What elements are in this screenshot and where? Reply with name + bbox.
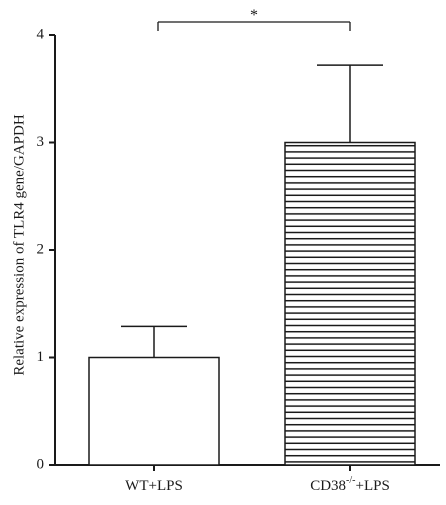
category-label-superscript: -/- — [346, 475, 355, 486]
category-label-cd38-lps: CD38-/-+LPS — [310, 475, 390, 494]
y-tick-label: 0 — [37, 456, 45, 472]
category-label-wt-lps: WT+LPS — [125, 478, 183, 494]
x-ticks — [153, 465, 351, 471]
y-tick-label: 2 — [37, 241, 45, 257]
significance-asterisk: * — [250, 7, 258, 24]
error-bars — [121, 64, 383, 358]
y-tick-label: 1 — [37, 349, 45, 365]
significance-bracket: * — [157, 7, 351, 31]
y-tick-label: 3 — [37, 134, 45, 150]
bar-wt-lps — [88, 356, 220, 466]
bars — [88, 141, 416, 466]
y-tick-label: 4 — [37, 26, 45, 42]
category-label-suffix: +LPS — [355, 478, 389, 494]
y-ticks: 0 1 2 3 4 — [37, 26, 55, 472]
bar-cd38-lps — [284, 141, 416, 466]
y-axis-title: Relative expression of TLR4 gene/GAPDH — [11, 114, 27, 376]
